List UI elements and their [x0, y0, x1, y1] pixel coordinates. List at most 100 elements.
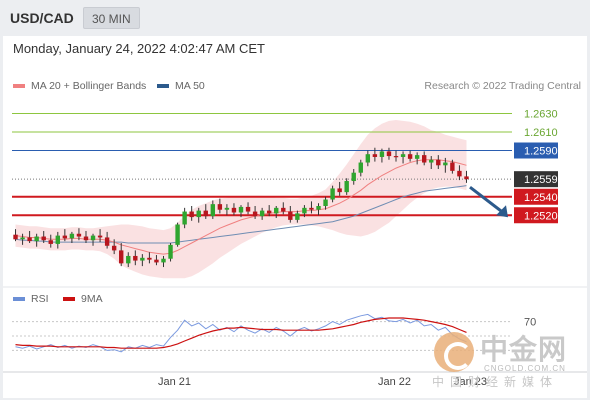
- candle-body: [443, 162, 448, 166]
- candle-body: [119, 250, 124, 264]
- price-level-label: 1.2630: [524, 109, 558, 121]
- candle-body: [266, 210, 272, 214]
- candle-body: [351, 172, 356, 182]
- candle-body: [238, 206, 244, 213]
- candle-body: [281, 207, 286, 212]
- candle-body: [175, 224, 180, 245]
- candle-body: [182, 211, 187, 225]
- candle-body: [69, 233, 75, 239]
- price-level-label: 1.2559: [524, 174, 558, 186]
- candle-body: [245, 206, 251, 212]
- legend-ma9-swatch: [63, 297, 75, 301]
- legend-ma50-label: MA 50: [175, 80, 205, 92]
- candle-body: [407, 154, 413, 159]
- rsi-ma9-line: [15, 317, 467, 349]
- candle-body: [365, 154, 371, 163]
- candle-body: [133, 255, 138, 261]
- price-level-tag: [514, 207, 558, 224]
- ma50-line: [15, 185, 467, 244]
- candle-body: [379, 151, 385, 157]
- price-level-tag: [514, 188, 558, 205]
- header-bar: USD/CAD 30 MIN: [0, 0, 590, 36]
- watermark: 中金网 CNGOLD.COM.CN 中国财经新媒体: [432, 328, 582, 389]
- candle-body: [62, 235, 68, 239]
- candle-body: [97, 235, 103, 238]
- candle-body: [48, 240, 53, 244]
- legend-ma20-label: MA 20 + Bollinger Bands: [31, 80, 147, 92]
- bollinger-band: [15, 120, 467, 279]
- watermark-main: 中金网: [480, 334, 568, 365]
- candle-body: [83, 236, 89, 241]
- legend-rsi-label: RSI: [31, 293, 49, 305]
- candle-body: [189, 211, 194, 218]
- candle-body: [27, 237, 32, 242]
- x-label-jan22: Jan 22: [378, 376, 412, 388]
- candle-body: [429, 159, 434, 163]
- candle-body: [259, 210, 265, 217]
- watermark-logo-icon: [434, 332, 474, 372]
- candle-body: [372, 154, 378, 157]
- watermark-url: CNGOLD.COM.CN: [484, 364, 566, 373]
- rsi-line: [15, 313, 467, 353]
- legend-ma9-label: 9MA: [81, 293, 103, 305]
- candle-body: [104, 237, 110, 246]
- candle-body: [316, 206, 321, 210]
- candle-body: [288, 211, 293, 220]
- candle-body: [41, 236, 46, 241]
- timeframe-badge[interactable]: 30 MIN: [83, 7, 140, 29]
- candle-body: [55, 235, 60, 244]
- candle-body: [422, 155, 427, 163]
- price-level-tag: [514, 142, 558, 159]
- candle-body: [203, 210, 208, 217]
- candle-body: [309, 207, 314, 210]
- candle-body: [344, 181, 349, 193]
- candle-body: [274, 207, 279, 214]
- legend-ma20-swatch: [13, 84, 25, 88]
- candle-body: [217, 204, 223, 210]
- candle-body: [252, 211, 258, 217]
- candle-body: [358, 162, 363, 173]
- candle-body: [393, 156, 399, 158]
- legend-ma50: MA 50: [157, 80, 205, 92]
- legend-ma50-swatch: [157, 84, 169, 88]
- candle-body: [386, 151, 392, 157]
- candle-body: [302, 207, 307, 214]
- watermark-sub: 中国财经新媒体: [432, 375, 559, 389]
- candle-body: [20, 237, 25, 240]
- symbol-title: USD/CAD: [10, 10, 74, 26]
- candle-body: [231, 207, 237, 213]
- candle-body: [210, 204, 216, 217]
- candle-body: [450, 162, 455, 171]
- candle-body: [161, 258, 166, 263]
- x-label-jan23: Jan 23: [454, 376, 488, 388]
- candle-body: [414, 155, 420, 159]
- candle-body: [323, 199, 328, 206]
- legend-rsi-swatch: [13, 297, 25, 301]
- legend-ma20: MA 20 + Bollinger Bands: [13, 80, 146, 92]
- candle-body: [400, 154, 406, 157]
- candle-body: [436, 159, 441, 166]
- price-level-label: 1.2610: [524, 127, 558, 139]
- candle-body: [330, 188, 335, 200]
- candle-body: [457, 170, 462, 177]
- candle-body: [13, 234, 18, 240]
- candle-body: [90, 235, 96, 241]
- legend-ma9: 9MA: [63, 293, 103, 305]
- price-level-tag: [514, 171, 558, 188]
- candle-body: [126, 255, 131, 264]
- candle-body: [295, 213, 300, 220]
- candle-body: [147, 257, 152, 260]
- research-credit: Research © 2022 Trading Central: [424, 80, 581, 92]
- forecast-arrowhead-icon: [496, 205, 508, 218]
- candle-body: [168, 244, 173, 259]
- price-level-label: 1.2590: [524, 146, 558, 158]
- candle-body: [154, 259, 159, 263]
- candle-body: [140, 257, 145, 261]
- candle-body: [76, 233, 82, 237]
- ma20-line: [15, 159, 467, 255]
- rsi-level-label: 70: [524, 317, 536, 329]
- price-level-label: 1.2540: [524, 192, 558, 204]
- candle-body: [224, 207, 230, 210]
- price-level-label: 1.2520: [524, 210, 558, 222]
